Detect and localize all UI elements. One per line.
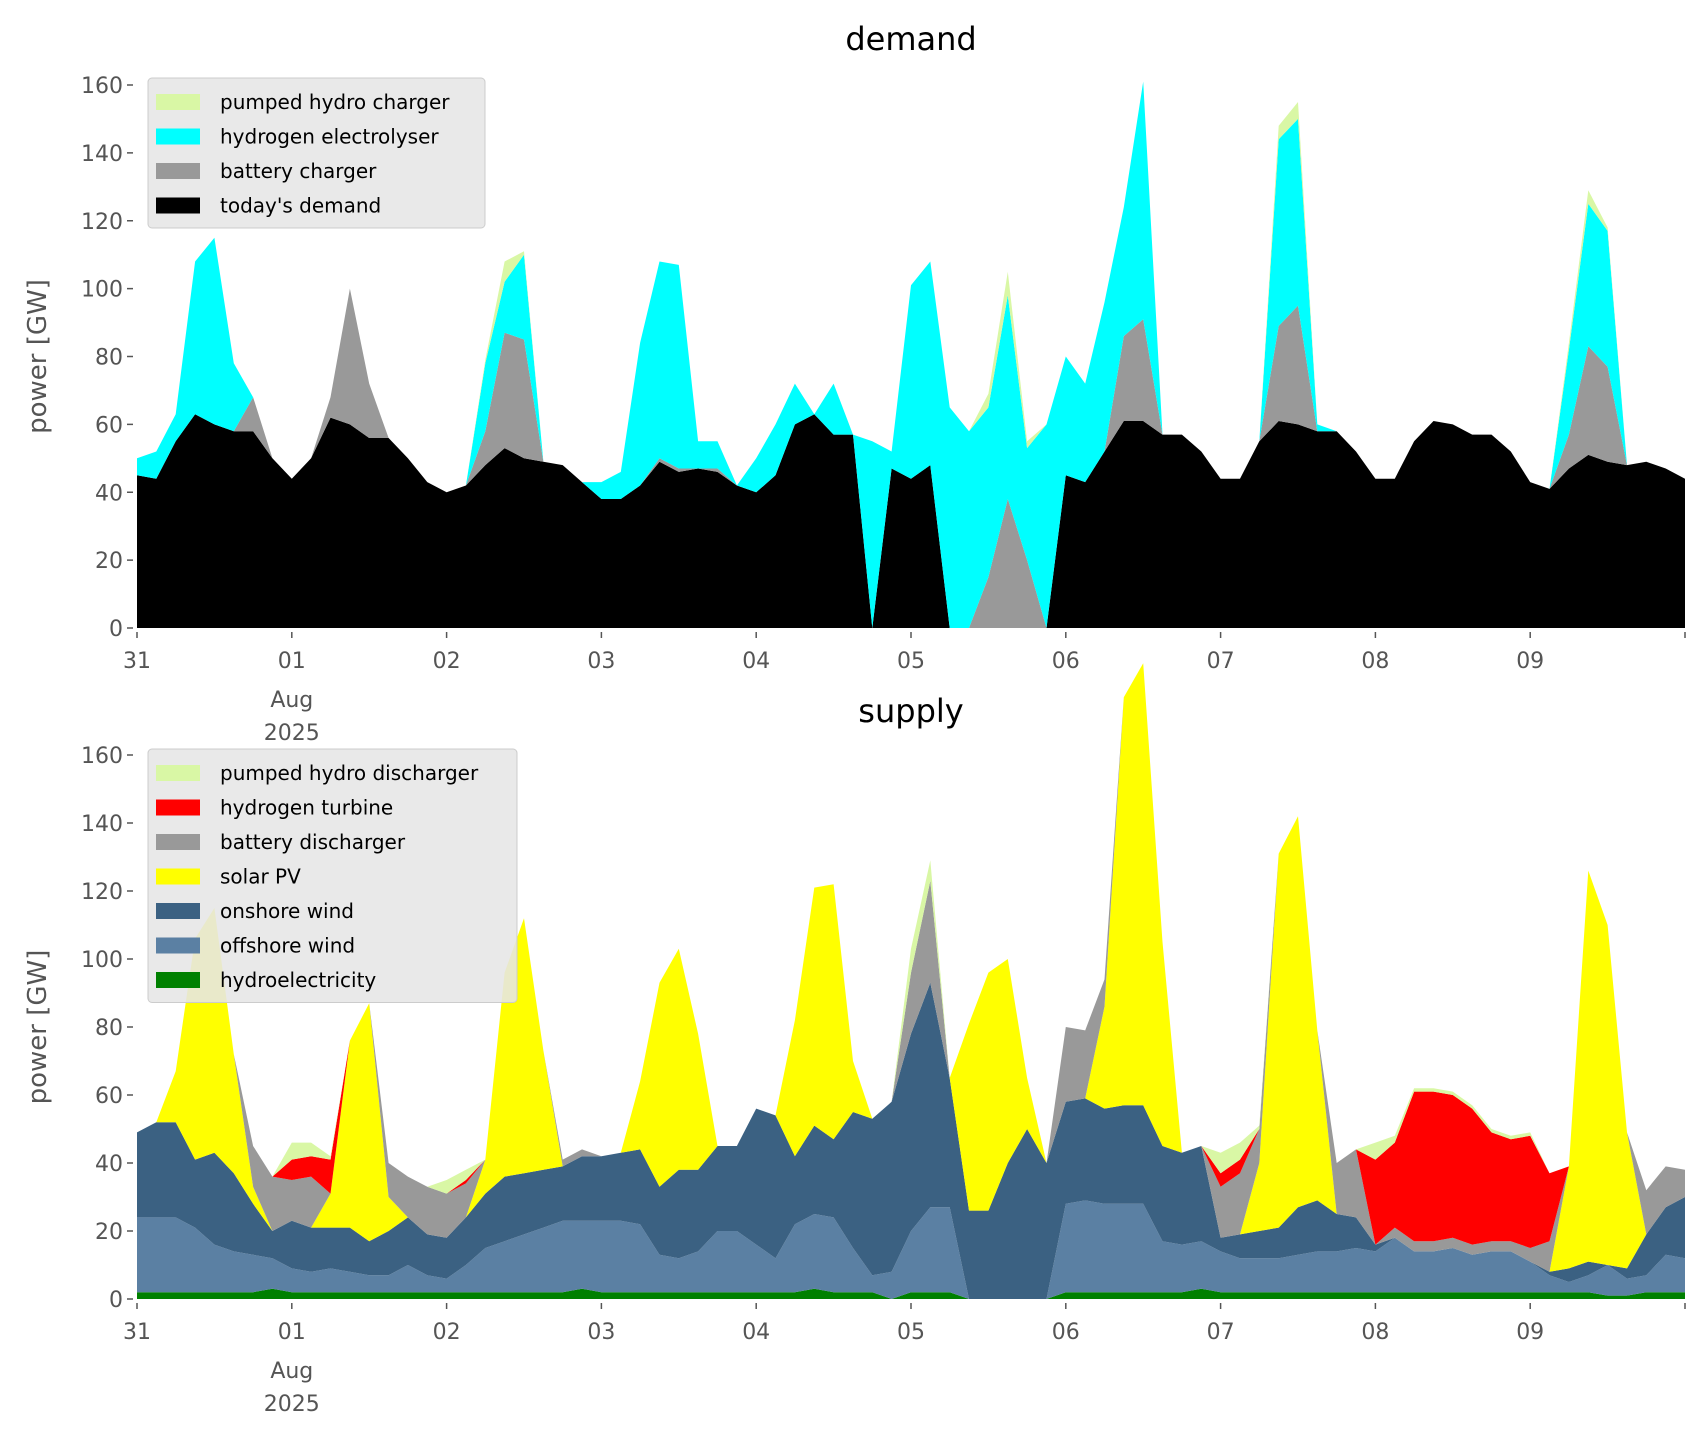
- legend-label: battery charger: [220, 159, 377, 183]
- y-tick-label: 120: [81, 880, 123, 905]
- area-hydrogen-turbine: [137, 663, 1685, 1248]
- x-tick-label: 07: [1207, 649, 1235, 674]
- legend-swatch: [156, 903, 200, 919]
- y-tick-label: 120: [81, 210, 123, 235]
- x-tick-sublabel: Aug: [270, 1359, 313, 1384]
- legend-label: hydrogen electrolyser: [220, 125, 439, 149]
- x-tick-label: 08: [1361, 649, 1389, 674]
- legend-label: hydroelectricity: [220, 968, 376, 992]
- legend-label: hydrogen turbine: [220, 796, 393, 820]
- legend: pumped hydro charger hydrogen electrolyse…: [147, 77, 486, 229]
- y-tick-label: 0: [109, 1288, 123, 1313]
- y-tick-label: 80: [95, 1016, 123, 1041]
- legend-swatch: [156, 163, 200, 179]
- y-tick-label: 40: [95, 481, 123, 506]
- x-tick-label: 03: [587, 1320, 615, 1345]
- x-tick-label: 05: [897, 649, 925, 674]
- x-tick-sublabel: Aug: [270, 688, 313, 713]
- chart-title: demand: [845, 20, 976, 58]
- legend-swatch: [156, 834, 200, 850]
- y-tick-label: 0: [109, 617, 123, 642]
- y-tick-label: 80: [95, 346, 123, 371]
- y-tick-label: 20: [95, 549, 123, 574]
- legend-label: onshore wind: [220, 899, 354, 923]
- x-tick-label: 02: [433, 649, 461, 674]
- legend-swatch: [156, 197, 200, 214]
- legend-label: offshore wind: [220, 934, 355, 958]
- y-tick-label: 140: [81, 142, 123, 167]
- legend-swatch: [156, 94, 200, 110]
- y-axis-label: power [GW]: [23, 950, 53, 1105]
- legend-box: [147, 748, 518, 1003]
- area-solar-pv: [137, 663, 1685, 1272]
- y-tick-label: 100: [81, 278, 123, 303]
- x-tick-label: 31: [123, 649, 151, 674]
- y-tick-label: 40: [95, 1152, 123, 1177]
- legend-swatch: [156, 799, 200, 816]
- area-offshore-wind: [137, 1200, 1685, 1299]
- y-tick-label: 100: [81, 948, 123, 973]
- y-tick-label: 160: [81, 74, 123, 99]
- x-tick-label: 02: [433, 1320, 461, 1345]
- x-tick-label: 09: [1516, 649, 1544, 674]
- y-axis-label: power [GW]: [23, 279, 53, 434]
- area-hydrogen-electrolyser: [137, 81, 1685, 629]
- legend-swatch: [156, 868, 200, 885]
- legend-label: battery discharger: [220, 830, 406, 854]
- x-tick-label: 08: [1361, 1320, 1389, 1345]
- x-tick-label: 07: [1207, 1320, 1235, 1345]
- legend-label: pumped hydro discharger: [220, 761, 479, 785]
- y-tick-label: 140: [81, 812, 123, 837]
- x-tick-label: 01: [278, 1320, 306, 1345]
- chart-title: supply: [858, 692, 963, 730]
- x-tick-sublabel: 2025: [264, 1392, 320, 1417]
- legend-swatch: [156, 972, 200, 988]
- x-tick-label: 04: [742, 649, 770, 674]
- y-tick-label: 60: [95, 413, 123, 438]
- legend-swatch: [156, 937, 200, 954]
- y-tick-label: 20: [95, 1220, 123, 1245]
- area-hydroelectricity: [137, 1288, 1685, 1299]
- area-today-s-demand: [137, 414, 1685, 628]
- x-tick-sublabel: 2025: [264, 721, 320, 746]
- legend-box: [147, 77, 486, 229]
- x-tick-label: 01: [278, 649, 306, 674]
- area-onshore-wind: [137, 982, 1685, 1299]
- legend-label: solar PV: [220, 865, 301, 889]
- x-tick-label: 31: [123, 1320, 151, 1345]
- legend-label: pumped hydro charger: [220, 90, 450, 114]
- legend-label: today's demand: [220, 194, 381, 218]
- area-battery-charger: [137, 288, 1685, 628]
- x-tick-label: 04: [742, 1320, 770, 1345]
- legend: pumped hydro discharger hydrogen turbine b…: [147, 748, 518, 1003]
- x-tick-label: 06: [1052, 649, 1080, 674]
- x-tick-label: 03: [587, 649, 615, 674]
- y-tick-label: 160: [81, 744, 123, 769]
- x-tick-label: 09: [1516, 1320, 1544, 1345]
- y-tick-label: 60: [95, 1084, 123, 1109]
- x-tick-label: 06: [1052, 1320, 1080, 1345]
- legend-swatch: [156, 128, 200, 145]
- area-battery-discharger: [137, 663, 1685, 1272]
- legend-swatch: [156, 765, 200, 781]
- x-tick-label: 05: [897, 1320, 925, 1345]
